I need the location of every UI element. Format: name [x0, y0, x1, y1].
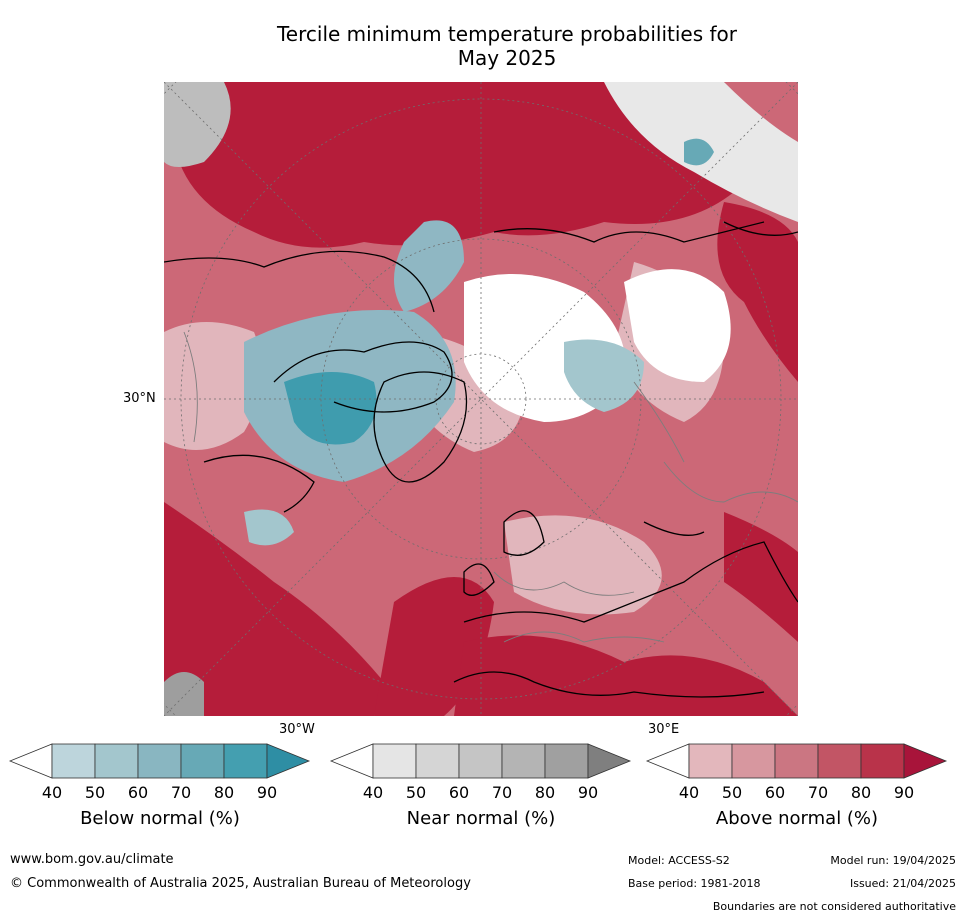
legend-below-cell-4: [180, 743, 225, 779]
legend-above-cell-4: [817, 743, 862, 779]
tick: 50: [84, 783, 106, 802]
legend-above-cell-1: [688, 743, 733, 779]
legend-near-cell-4: [501, 743, 546, 779]
legend-above-title: Above normal (%): [715, 808, 879, 829]
tick: 40: [678, 783, 700, 802]
base-period: Base period: 1981-2018: [628, 877, 761, 890]
legend-below-cell-1: [51, 743, 96, 779]
legend-near-cell-3: [458, 743, 503, 779]
legend-above-cell-0: [645, 743, 690, 779]
legend-near-cell-6: [587, 743, 632, 779]
tick: 90: [256, 783, 278, 802]
label-30n: 30°N: [123, 391, 156, 406]
tick: 60: [764, 783, 786, 802]
tick: 70: [170, 783, 192, 802]
label-30e: 30°E: [648, 722, 680, 737]
legend-above-normal: [645, 743, 948, 779]
model-run-date: Model run: 19/04/2025: [830, 854, 956, 867]
title-line-1: Tercile minimum temperature probabilitie…: [276, 22, 738, 46]
label-30w: 30°W: [279, 722, 315, 737]
tick: 90: [577, 783, 599, 802]
tick: 50: [721, 783, 743, 802]
title-line-2: May 2025: [457, 46, 557, 70]
chart-title: Tercile minimum temperature probabilitie…: [0, 22, 965, 70]
legend-above-cell-3: [774, 743, 819, 779]
tick: 70: [491, 783, 513, 802]
tick: 90: [893, 783, 915, 802]
legend-below-cell-2: [94, 743, 139, 779]
above-normal-strong-regions: [164, 82, 798, 716]
tick: 80: [534, 783, 556, 802]
probability-map[interactable]: [164, 82, 798, 716]
legend-below-cell-0: [8, 743, 53, 779]
legend-below-normal: [8, 743, 311, 779]
legend-near-normal: [329, 743, 632, 779]
near-normal-regions: [164, 82, 798, 716]
legend-above-cell-5: [860, 743, 905, 779]
legend-near-title: Near normal (%): [406, 808, 556, 829]
legend-above-cell-2: [731, 743, 776, 779]
tick: 40: [41, 783, 63, 802]
boundaries-disclaimer: Boundaries are not considered authoritat…: [712, 900, 956, 913]
graticule: [164, 82, 798, 716]
legend-near-cell-2: [415, 743, 460, 779]
tick: 80: [213, 783, 235, 802]
tick: 70: [807, 783, 829, 802]
tick: 40: [362, 783, 384, 802]
tick: 60: [127, 783, 149, 802]
tick: 60: [448, 783, 470, 802]
legend-near-cell-1: [372, 743, 417, 779]
issued-date: Issued: 21/04/2025: [849, 877, 956, 890]
copyright-text: © Commonwealth of Australia 2025, Austra…: [10, 876, 471, 891]
legend-below-cell-3: [137, 743, 182, 779]
legend-near-cell-0: [329, 743, 374, 779]
legend-above-cell-6: [903, 743, 948, 779]
tick: 80: [850, 783, 872, 802]
legend-near-cell-5: [544, 743, 589, 779]
country-borders: [183, 331, 798, 643]
coastlines: [164, 221, 798, 698]
website-link[interactable]: www.bom.gov.au/climate: [10, 852, 174, 867]
legend-below-title: Below normal (%): [80, 808, 240, 829]
model-name: Model: ACCESS-S2: [628, 854, 730, 867]
tick: 50: [405, 783, 427, 802]
below-normal-regions: [244, 138, 714, 546]
legend-below-cell-5: [223, 743, 268, 779]
legend-below-cell-6: [266, 743, 311, 779]
